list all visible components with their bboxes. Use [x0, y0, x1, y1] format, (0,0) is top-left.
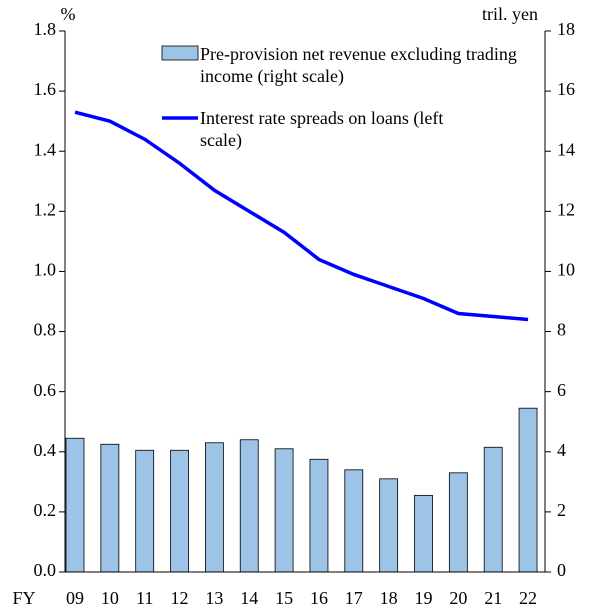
- bar: [309, 458, 329, 573]
- x-tick-label: 11: [136, 588, 153, 608]
- y-tick-label: 1.2: [34, 199, 57, 219]
- y2-tick-label: 18: [557, 19, 575, 39]
- y2-unit: tril. yen: [482, 4, 538, 24]
- x-tick-label: 15: [275, 588, 293, 608]
- y-tick-label: 0.6: [34, 380, 57, 400]
- x-tick-label: 13: [205, 588, 223, 608]
- y2-tick-label: 16: [557, 79, 575, 99]
- bar: [379, 478, 399, 573]
- x-tick-label: 22: [519, 588, 537, 608]
- x-tick-label: 16: [310, 588, 328, 608]
- x-tick-label: 19: [415, 588, 433, 608]
- y2-tick-label: 2: [557, 500, 566, 520]
- bar: [170, 449, 189, 573]
- legend-label: Interest rate spreads on loans (left sca…: [200, 108, 444, 150]
- y-tick-label: 1.6: [34, 79, 57, 99]
- x-tick-label: 17: [345, 588, 363, 608]
- y2-tick-label: 12: [557, 199, 575, 219]
- y-tick-label: 1.0: [34, 260, 57, 280]
- x-tick-label: 18: [380, 588, 398, 608]
- x-tick-label: 12: [171, 588, 189, 608]
- bar: [135, 449, 155, 573]
- y-tick-label: 0.8: [34, 320, 57, 340]
- x-tick-label: 21: [484, 588, 502, 608]
- x-tick-label: 09: [66, 588, 84, 608]
- bar: [414, 494, 433, 573]
- x-prefix: FY: [12, 588, 35, 608]
- legend-label: Pre-provision net revenue excluding trad…: [200, 44, 517, 86]
- y-tick-label: 0.4: [34, 440, 57, 460]
- bar: [518, 407, 538, 573]
- y-tick-label: 1.4: [34, 139, 57, 159]
- y2-tick-label: 10: [557, 260, 575, 280]
- y2-tick-label: 6: [557, 380, 566, 400]
- bar: [483, 446, 503, 573]
- bar: [239, 439, 259, 573]
- y2-tick-label: 14: [557, 139, 575, 159]
- y-tick-label: 1.8: [34, 19, 57, 39]
- x-tick-label: 14: [240, 588, 258, 608]
- bar: [204, 442, 224, 573]
- y-tick-label: 0.2: [34, 500, 57, 520]
- y-unit: %: [61, 4, 76, 24]
- bar: [274, 448, 294, 573]
- legend-swatch: [161, 45, 199, 61]
- y2-tick-label: 4: [557, 440, 566, 460]
- bar: [448, 472, 468, 573]
- line: [74, 110, 529, 322]
- bar: [100, 443, 120, 573]
- y2-tick-label: 8: [557, 320, 566, 340]
- bar: [65, 437, 85, 573]
- y-tick-label: 0.0: [34, 560, 57, 580]
- y2-tick-label: 0: [557, 560, 566, 580]
- x-tick-label: 10: [101, 588, 119, 608]
- x-tick-label: 20: [449, 588, 467, 608]
- bar: [344, 469, 364, 573]
